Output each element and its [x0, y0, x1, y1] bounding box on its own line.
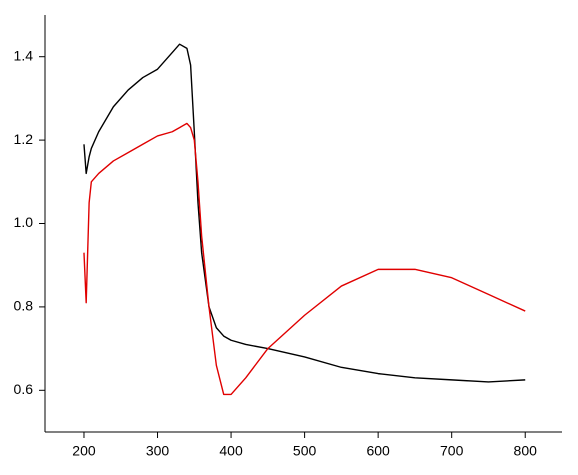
- data-line: [83, 43, 526, 383]
- y-tick-label: 1.0: [14, 214, 34, 230]
- x-tick-label: 300: [146, 443, 170, 459]
- y-tick-label: 0.8: [14, 298, 34, 314]
- data-line: [83, 122, 526, 396]
- x-tick-label: 800: [514, 443, 538, 459]
- y-tick-label: 0.6: [14, 381, 34, 397]
- x-tick-label: 200: [72, 443, 96, 459]
- x-tick-label: 600: [366, 443, 390, 459]
- x-tick-label: 700: [440, 443, 464, 459]
- y-tick-label: 1.2: [14, 131, 34, 147]
- x-tick-label: 500: [293, 443, 317, 459]
- x-tick-label: 400: [219, 443, 243, 459]
- y-tick-label: 1.4: [14, 47, 34, 63]
